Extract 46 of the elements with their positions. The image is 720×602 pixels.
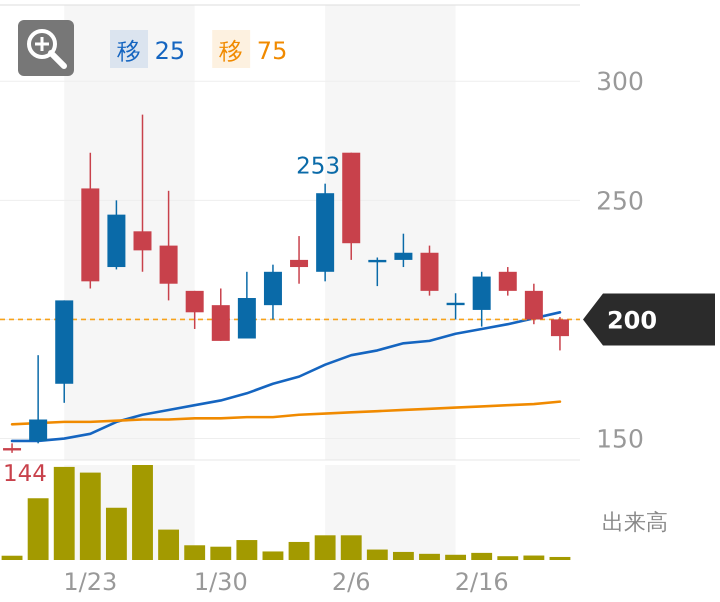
candlestick [368,256,386,287]
candlestick [498,266,517,296]
x-tick-label: 2/6 [332,568,371,596]
bar [184,545,206,560]
y-tick-label: 300 [596,67,644,96]
line-series [10,400,562,426]
candlestick [134,114,152,273]
candlestick [394,232,412,268]
bar [288,542,310,560]
bar [340,535,362,560]
text: 144 [3,460,47,487]
bar [523,556,544,560]
bar [158,530,180,560]
bar [314,535,336,560]
bar [236,540,258,560]
bar [445,554,466,560]
bar [210,546,232,560]
x-tick-label: 1/23 [63,568,118,596]
x-tick-label: 1/30 [194,568,248,596]
bar [366,550,388,560]
y-tick-label: 250 [596,186,644,216]
candlestick [29,354,48,444]
bar [392,552,414,560]
line-series [10,311,562,442]
bar [262,551,284,560]
y-tick-label: 150 [596,424,644,454]
legend-item: 移 75 [212,30,288,68]
bar [106,508,127,560]
bar [132,465,153,560]
candlestick [186,290,204,330]
ref-line-label: 200 [606,306,658,334]
bar [471,552,492,560]
x-tick-label: 2/16 [454,568,509,596]
bar [419,554,440,560]
bar [550,556,570,560]
y-axis-title: 出来高 [602,510,668,536]
candlestick [550,316,569,352]
text: 253 [296,154,340,180]
bar [2,556,22,560]
bar [54,466,75,560]
legend-item: 移 25 [110,30,186,68]
bar [80,472,101,560]
candlestick [3,442,22,454]
candlestick [290,235,308,284]
bar [28,498,49,560]
bar [497,556,518,560]
